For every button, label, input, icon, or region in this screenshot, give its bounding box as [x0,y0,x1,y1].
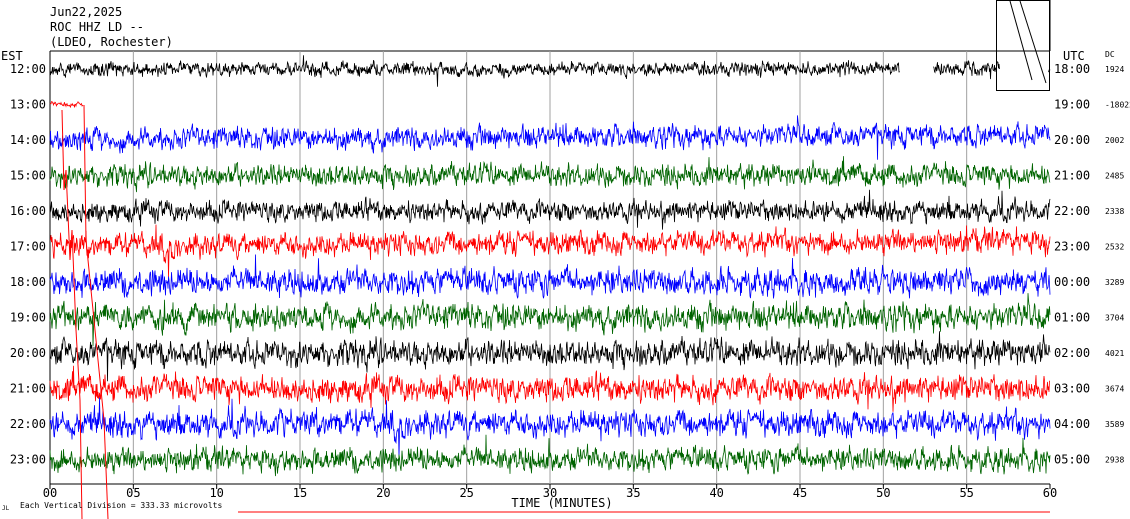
dc-offset-value: 3589 [1105,420,1124,429]
trace-1300-excursion [61,104,109,519]
trace-2000 [49,331,1051,382]
x-tick-label: 60 [1043,486,1057,500]
dc-offset-value: 2002 [1105,136,1124,145]
x-tick-label: 50 [876,486,890,500]
est-hour-label: 16:00 [10,204,46,218]
x-tick-labels: 00 05 10 15 20 25 30 35 40 45 50 55 60 [43,484,1057,500]
dc-offset-value: 3674 [1105,385,1124,394]
dc-offset-value: 2938 [1105,456,1124,465]
dc-offset-value: 3704 [1105,314,1124,323]
x-tick-label: 40 [709,486,723,500]
utc-hour-label: 00:00 [1054,275,1090,289]
dc-offset-value: -1802285 [1105,101,1130,110]
x-tick-label: 25 [459,486,473,500]
x-tick-label: 10 [209,486,223,500]
row-labels: 12:00 18:00 1924 13:00 19:00 -1802285 14:00 20:… [10,62,1130,467]
trace-1800 [49,254,1051,299]
est-hour-label: 22:00 [10,417,46,431]
utc-hour-label: 01:00 [1054,311,1090,325]
est-hour-label: 19:00 [10,311,46,325]
dc-offset-value: 2532 [1105,243,1124,252]
trace-1300 [49,100,84,108]
est-hour-label: 13:00 [10,98,46,112]
dc-offset-value: 2338 [1105,207,1124,216]
utc-hour-label: 04:00 [1054,417,1090,431]
est-hour-label: 23:00 [10,453,46,467]
est-hour-label: 18:00 [10,275,46,289]
trace-1900 [49,293,1051,347]
dc-offset-value: 2485 [1105,172,1124,181]
est-hour-label: 12:00 [10,62,46,76]
header-box-stroke [1019,0,1047,84]
x-tick-label: 55 [959,486,973,500]
header-box-stroke [1009,0,1033,81]
x-tick-label: 05 [126,486,140,500]
utc-hour-label: 22:00 [1054,204,1090,218]
network-label: (LDEO, Rochester) [50,35,173,49]
seismic-traces [49,55,1051,519]
header-box [996,0,1050,91]
x-tick-label: 20 [376,486,390,500]
est-hour-label: 17:00 [10,240,46,254]
x-tick-label: 45 [793,486,807,500]
trace-2100 [49,365,1050,412]
scale-note: Each Vertical Division = 333.33 microvol… [20,501,222,510]
x-tick-label: 35 [626,486,640,500]
x-tick-label: 00 [43,486,57,500]
footer-mark: JL [2,505,10,512]
trace-2300 [49,434,1051,477]
trace-1400 [49,115,1051,160]
est-hour-label: 21:00 [10,382,46,396]
utc-hour-label: 21:00 [1054,169,1090,183]
left-timezone-label: EST [1,49,23,63]
trace-1500 [49,156,1051,193]
dc-offset-value: 4021 [1105,349,1124,358]
x-tick-label: 15 [293,486,307,500]
dc-offset-value: 3289 [1105,278,1124,287]
trace-2200 [49,397,1051,459]
station-label: ROC HHZ LD -- [50,20,144,34]
trace-1700 [49,224,1051,278]
utc-hour-label: 18:00 [1054,62,1090,76]
utc-hour-label: 05:00 [1054,453,1090,467]
utc-hour-label: 20:00 [1054,133,1090,147]
x-tick-label: 30 [543,486,557,500]
utc-hour-label: 19:00 [1054,98,1090,112]
chart-date: Jun22,2025 [50,5,122,19]
est-hour-label: 14:00 [10,133,46,147]
right-timezone-label: UTC [1063,49,1085,63]
utc-hour-label: 02:00 [1054,346,1090,360]
est-hour-label: 20:00 [10,346,46,360]
x-axis-title: TIME (MINUTES) [511,496,612,510]
est-hour-label: 15:00 [10,169,46,183]
dc-header-label: DC [1105,50,1115,59]
utc-hour-label: 03:00 [1054,382,1090,396]
trace-1600 [49,189,1051,230]
trace-1200 [49,55,1051,87]
utc-hour-label: 23:00 [1054,240,1090,254]
dc-offset-value: 1924 [1105,65,1124,74]
